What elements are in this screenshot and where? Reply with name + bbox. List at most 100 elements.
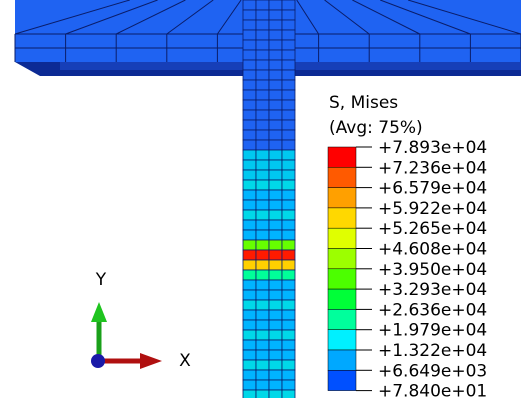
web-element <box>256 210 269 220</box>
web-element <box>269 90 282 100</box>
legend-label: +5.265e+04 <box>378 219 487 239</box>
web-element <box>269 40 282 50</box>
web-element <box>256 300 269 310</box>
web-element <box>269 0 282 10</box>
legend: S, Mises (Avg: 75%) +7.893e+04+7.236e+04… <box>328 93 487 398</box>
web-element <box>243 370 256 380</box>
web-element <box>243 30 256 40</box>
web-element <box>256 230 269 240</box>
web-element <box>243 140 256 150</box>
web-element <box>256 240 269 250</box>
web-element <box>243 270 256 280</box>
legend-label: +2.636e+04 <box>378 300 487 320</box>
web-element <box>256 170 269 180</box>
web-element <box>243 160 256 170</box>
web-element <box>282 210 295 220</box>
web-element <box>243 290 256 300</box>
web-element <box>282 290 295 300</box>
web-element <box>243 390 256 398</box>
web-element <box>256 290 269 300</box>
web-element <box>256 310 269 320</box>
web-element <box>256 360 269 370</box>
web-element <box>256 50 269 60</box>
web-element <box>282 150 295 160</box>
web-element <box>256 30 269 40</box>
legend-label: +3.293e+04 <box>378 280 487 300</box>
web-element <box>282 230 295 240</box>
web-element <box>282 180 295 190</box>
web-element <box>256 260 269 270</box>
web-element <box>282 360 295 370</box>
web-element <box>282 340 295 350</box>
triad-x-label: X <box>179 351 191 371</box>
legend-label: +1.979e+04 <box>378 321 487 341</box>
web-element <box>269 360 282 370</box>
web-element <box>243 170 256 180</box>
web-element <box>282 140 295 150</box>
web-element <box>243 0 256 10</box>
web-element <box>243 180 256 190</box>
web-element <box>243 300 256 310</box>
web-element <box>269 130 282 140</box>
web-element <box>256 150 269 160</box>
web-element <box>282 90 295 100</box>
legend-label: +6.579e+04 <box>378 179 487 199</box>
web-element <box>282 200 295 210</box>
web-element <box>243 280 256 290</box>
web-element <box>243 320 256 330</box>
web-element <box>282 310 295 320</box>
web-element <box>282 110 295 120</box>
web-element <box>256 250 269 260</box>
web-element <box>269 370 282 380</box>
web-element <box>256 190 269 200</box>
y-arrow-head <box>91 302 107 322</box>
web-element <box>243 40 256 50</box>
legend-band <box>328 350 356 370</box>
web-element <box>256 380 269 390</box>
web-element <box>269 230 282 240</box>
web-element <box>282 60 295 70</box>
web-element <box>256 20 269 30</box>
web-element <box>256 90 269 100</box>
web-element <box>269 340 282 350</box>
web-element <box>269 20 282 30</box>
web-element <box>243 310 256 320</box>
web-element <box>282 270 295 280</box>
web-element <box>256 220 269 230</box>
web-element <box>282 350 295 360</box>
legend-band <box>328 330 356 350</box>
web-element <box>243 10 256 20</box>
web-element <box>269 250 282 260</box>
web-element <box>282 390 295 398</box>
web-element <box>256 160 269 170</box>
web-element <box>282 130 295 140</box>
web-element <box>256 40 269 50</box>
legend-label: +1.322e+04 <box>378 341 487 361</box>
web-element <box>269 310 282 320</box>
web-element <box>282 320 295 330</box>
web-element <box>282 20 295 30</box>
legend-band <box>328 289 356 309</box>
web-element <box>243 360 256 370</box>
web-element <box>256 340 269 350</box>
web-element <box>243 110 256 120</box>
legend-label: +4.608e+04 <box>378 240 487 260</box>
web-element <box>243 120 256 130</box>
web-element <box>269 240 282 250</box>
web-element <box>243 60 256 70</box>
origin <box>91 354 105 368</box>
web-element <box>269 380 282 390</box>
web-element <box>282 260 295 270</box>
web-element <box>243 250 256 260</box>
web-element <box>243 70 256 80</box>
web-element <box>269 60 282 70</box>
web-element <box>243 20 256 30</box>
web-element <box>243 230 256 240</box>
web-element <box>269 200 282 210</box>
web-element <box>256 330 269 340</box>
web-element <box>243 380 256 390</box>
web-element <box>243 350 256 360</box>
web-element <box>256 110 269 120</box>
web-element <box>282 160 295 170</box>
legend-title: S, Mises <box>329 93 398 113</box>
